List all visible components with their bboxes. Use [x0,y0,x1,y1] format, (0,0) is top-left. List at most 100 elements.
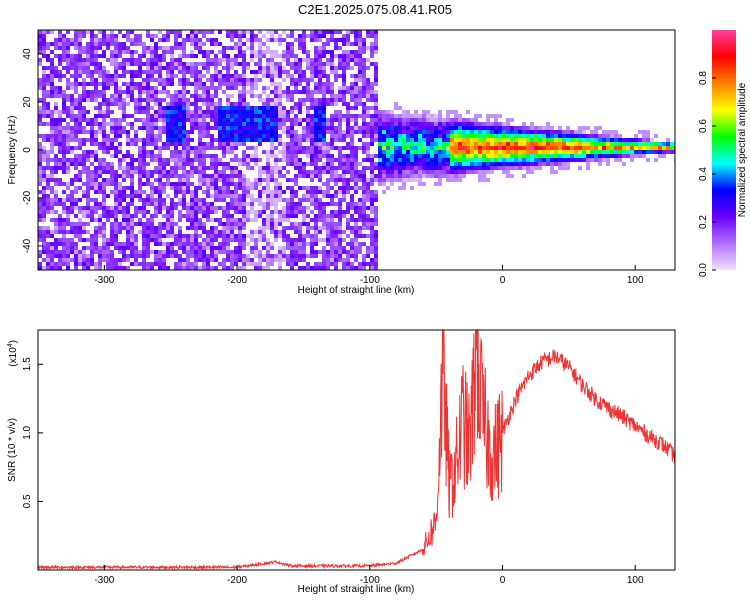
heatmap-cell [166,182,170,186]
heatmap-cell [530,154,534,158]
heatmap-cell [302,42,306,46]
heatmap-cell [294,130,298,134]
heatmap-cell [370,50,374,54]
heatmap-cell [354,150,358,154]
heatmap-cell [194,210,198,214]
heatmap-cell [334,74,338,78]
heatmap-cell [146,130,150,134]
heatmap-cell [58,250,62,254]
heatmap-cell [306,214,310,218]
heatmap-cell [326,150,330,154]
heatmap-cell [130,78,134,82]
heatmap-cell [274,226,278,230]
heatmap-cell [90,150,94,154]
heatmap-cell [338,166,342,170]
heatmap-cell [570,146,574,150]
heatmap-cell [294,62,298,66]
heatmap-cell [454,122,458,126]
heatmap-cell [450,162,454,166]
heatmap-cell [242,106,246,110]
heatmap-cell [246,258,250,262]
heatmap-cell [462,154,466,158]
heatmap-cell [470,170,474,174]
heatmap-cell [422,174,426,178]
heatmap-cell [606,130,610,134]
heatmap-cell [326,62,330,66]
heatmap-cell [434,154,438,158]
heatmap-cell [338,226,342,230]
heatmap-cell [170,218,174,222]
heatmap-cell [226,146,230,150]
heatmap-cell [338,162,342,166]
heatmap-cell [346,202,350,206]
heatmap-cell [266,138,270,142]
heatmap-cell [482,154,486,158]
heatmap-cell [486,170,490,174]
heatmap-cell [186,162,190,166]
heatmap-cell [246,202,250,206]
heatmap-cell [186,110,190,114]
heatmap-cell [74,66,78,70]
heatmap-cell [390,134,394,138]
heatmap-cell [242,74,246,78]
heatmap-cell [298,170,302,174]
heatmap-cell [390,146,394,150]
heatmap-cell [282,30,286,34]
heatmap-cell [382,170,386,174]
heatmap-cell [262,246,266,250]
heatmap-cell [630,150,634,154]
heatmap-cell [430,118,434,122]
heatmap-cell [594,142,598,146]
heatmap-cell [106,258,110,262]
heatmap-cell [494,162,498,166]
heatmap-cell [430,126,434,130]
heatmap-cell [266,222,270,226]
heatmap-cell [90,154,94,158]
heatmap-cell [214,58,218,62]
heatmap-cell [194,246,198,250]
x-tick-label: -300 [94,275,114,286]
heatmap-cell [114,222,118,226]
heatmap-cell [362,94,366,98]
heatmap-cell [210,242,214,246]
heatmap-cell [314,74,318,78]
heatmap-cell [190,174,194,178]
heatmap-cell [302,134,306,138]
heatmap-cell [426,154,430,158]
heatmap-cell [578,150,582,154]
heatmap-cell [342,102,346,106]
heatmap-cell [546,162,550,166]
heatmap-cell [282,214,286,218]
heatmap-cell [378,174,382,178]
heatmap-cell [146,234,150,238]
heatmap-cell [314,126,318,130]
heatmap-cell [166,50,170,54]
heatmap-cell [482,130,486,134]
heatmap-cell [298,138,302,142]
heatmap-cell [214,198,218,202]
heatmap-cell [362,198,366,202]
heatmap-cell [70,202,74,206]
heatmap-cell [162,250,166,254]
heatmap-cell [458,146,462,150]
heatmap-cell [350,90,354,94]
heatmap-cell [110,234,114,238]
heatmap-cell [430,170,434,174]
heatmap-cell [650,142,654,146]
heatmap-cell [594,150,598,154]
heatmap-cell [322,106,326,110]
heatmap-cell [70,230,74,234]
heatmap-cell [190,34,194,38]
heatmap-cell [134,102,138,106]
heatmap-cell [150,142,154,146]
heatmap-cell [278,90,282,94]
heatmap-cell [278,150,282,154]
heatmap-cell [314,62,318,66]
heatmap-cell [434,142,438,146]
heatmap-cell [254,86,258,90]
heatmap-cell [154,110,158,114]
heatmap-cell [162,86,166,90]
heatmap-cell [622,142,626,146]
heatmap-cell [186,102,190,106]
heatmap-cell [358,30,362,34]
